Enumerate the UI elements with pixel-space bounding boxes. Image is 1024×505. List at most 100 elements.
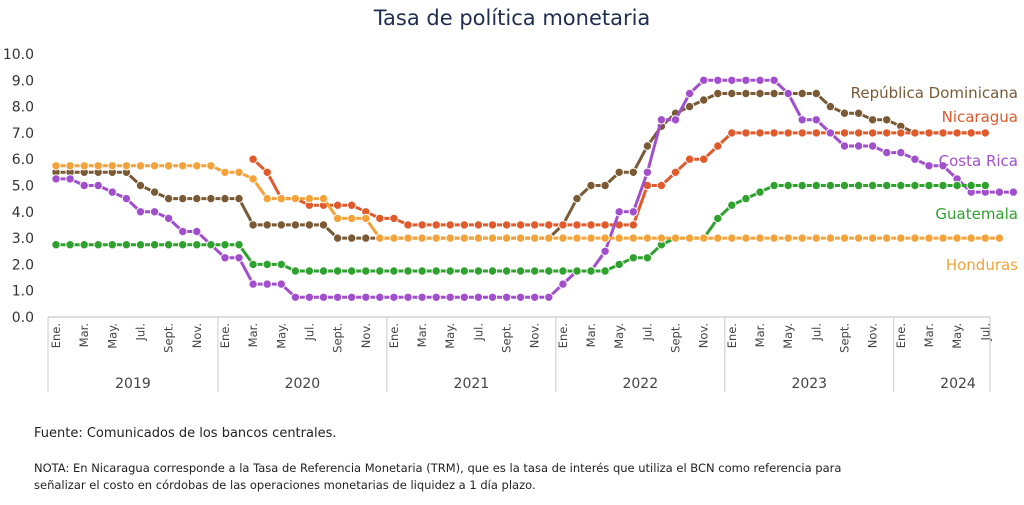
data-point-guatemala — [628, 253, 638, 263]
data-point-guatemala — [51, 240, 61, 250]
data-point-costa-rica — [51, 174, 61, 184]
x-month-label: Sept. — [669, 323, 683, 353]
data-point-honduras — [487, 233, 498, 243]
data-point-honduras — [403, 233, 413, 243]
data-point-costa-rica — [107, 187, 118, 197]
data-point-costa-rica — [135, 207, 146, 217]
data-point-republica-dominicana — [586, 180, 596, 191]
x-year-label: 2021 — [454, 376, 490, 392]
data-point-honduras — [445, 233, 455, 243]
data-point-honduras — [262, 193, 272, 204]
data-point-costa-rica — [417, 292, 427, 302]
data-point-guatemala — [178, 240, 188, 250]
data-point-costa-rica — [910, 154, 920, 164]
data-point-honduras — [276, 193, 286, 204]
data-point-honduras — [924, 233, 934, 243]
data-point-nicaragua — [797, 128, 807, 138]
data-point-costa-rica — [741, 75, 751, 86]
x-month-label: Mar. — [922, 323, 936, 347]
data-point-republica-dominicana — [163, 193, 174, 204]
data-point-nicaragua — [966, 128, 976, 138]
data-point-nicaragua — [332, 200, 343, 210]
data-point-honduras — [135, 161, 146, 171]
x-month-label: Ene. — [49, 323, 63, 348]
data-point-costa-rica — [121, 193, 132, 204]
x-month-label: Mar. — [584, 323, 598, 347]
data-point-nicaragua — [515, 220, 526, 230]
data-point-honduras — [304, 193, 315, 204]
data-point-costa-rica — [600, 246, 610, 257]
data-point-costa-rica — [755, 75, 765, 86]
x-month-label: Nov. — [190, 323, 204, 348]
data-point-costa-rica — [234, 253, 244, 263]
y-tick-label: 8.0 — [12, 100, 34, 116]
data-point-honduras — [65, 161, 75, 171]
y-tick-label: 3.0 — [12, 231, 34, 247]
data-point-guatemala — [347, 266, 357, 276]
data-point-republica-dominicana — [628, 167, 638, 178]
data-point-honduras — [515, 233, 526, 243]
data-point-guatemala — [867, 180, 878, 191]
data-point-guatemala — [361, 266, 371, 276]
data-point-republica-dominicana — [347, 233, 357, 243]
data-point-costa-rica — [544, 292, 554, 302]
data-point-nicaragua — [473, 220, 484, 230]
data-point-guatemala — [135, 240, 146, 250]
data-point-nicaragua — [586, 220, 596, 230]
data-point-honduras — [572, 233, 582, 243]
data-point-nicaragua — [389, 213, 399, 224]
x-month-label: Mar. — [753, 323, 767, 347]
data-point-guatemala — [515, 266, 526, 276]
data-point-guatemala — [755, 187, 765, 197]
data-point-honduras — [107, 161, 118, 171]
data-point-costa-rica — [192, 226, 202, 237]
data-point-honduras — [727, 233, 737, 243]
data-point-guatemala — [93, 240, 103, 250]
data-point-nicaragua — [980, 128, 990, 138]
data-point-republica-dominicana — [206, 193, 216, 204]
data-point-costa-rica — [642, 167, 653, 178]
data-point-republica-dominicana — [825, 101, 836, 112]
data-point-honduras — [699, 233, 709, 243]
data-point-nicaragua — [670, 167, 681, 178]
data-point-costa-rica — [530, 292, 540, 302]
data-point-nicaragua — [853, 128, 864, 138]
x-month-label: May. — [274, 323, 288, 349]
data-point-guatemala — [741, 193, 751, 204]
data-point-honduras — [389, 233, 399, 243]
data-point-honduras — [755, 233, 765, 243]
data-point-costa-rica — [290, 292, 301, 302]
x-month-label: Ene. — [387, 323, 401, 348]
data-point-guatemala — [248, 259, 258, 270]
data-point-republica-dominicana — [699, 95, 709, 105]
data-point-honduras — [628, 233, 638, 243]
data-point-nicaragua — [572, 220, 582, 230]
x-month-label: Mar. — [77, 323, 91, 347]
data-point-guatemala — [318, 266, 329, 276]
data-point-republica-dominicana — [642, 141, 653, 151]
data-point-guatemala — [403, 266, 413, 276]
data-point-honduras — [361, 213, 371, 224]
data-point-nicaragua — [924, 128, 934, 138]
data-point-guatemala — [882, 180, 892, 191]
x-month-label: Jul. — [640, 323, 654, 342]
data-point-costa-rica — [93, 180, 103, 191]
data-point-costa-rica — [262, 279, 272, 289]
data-point-guatemala — [769, 180, 779, 191]
data-point-honduras — [797, 233, 807, 243]
data-point-honduras — [980, 233, 990, 243]
data-point-costa-rica — [670, 115, 681, 125]
x-year-label: 2019 — [115, 376, 151, 392]
data-point-guatemala — [332, 266, 343, 276]
data-point-nicaragua — [656, 180, 667, 191]
data-point-nicaragua — [684, 154, 695, 164]
data-point-guatemala — [572, 266, 582, 276]
data-point-honduras — [600, 233, 610, 243]
data-point-republica-dominicana — [304, 220, 315, 230]
data-point-republica-dominicana — [149, 187, 160, 197]
data-point-guatemala — [938, 180, 948, 191]
data-point-costa-rica — [924, 161, 934, 171]
series-label-honduras: Honduras — [946, 256, 1018, 274]
data-point-guatemala — [220, 240, 230, 250]
data-point-republica-dominicana — [614, 167, 624, 178]
